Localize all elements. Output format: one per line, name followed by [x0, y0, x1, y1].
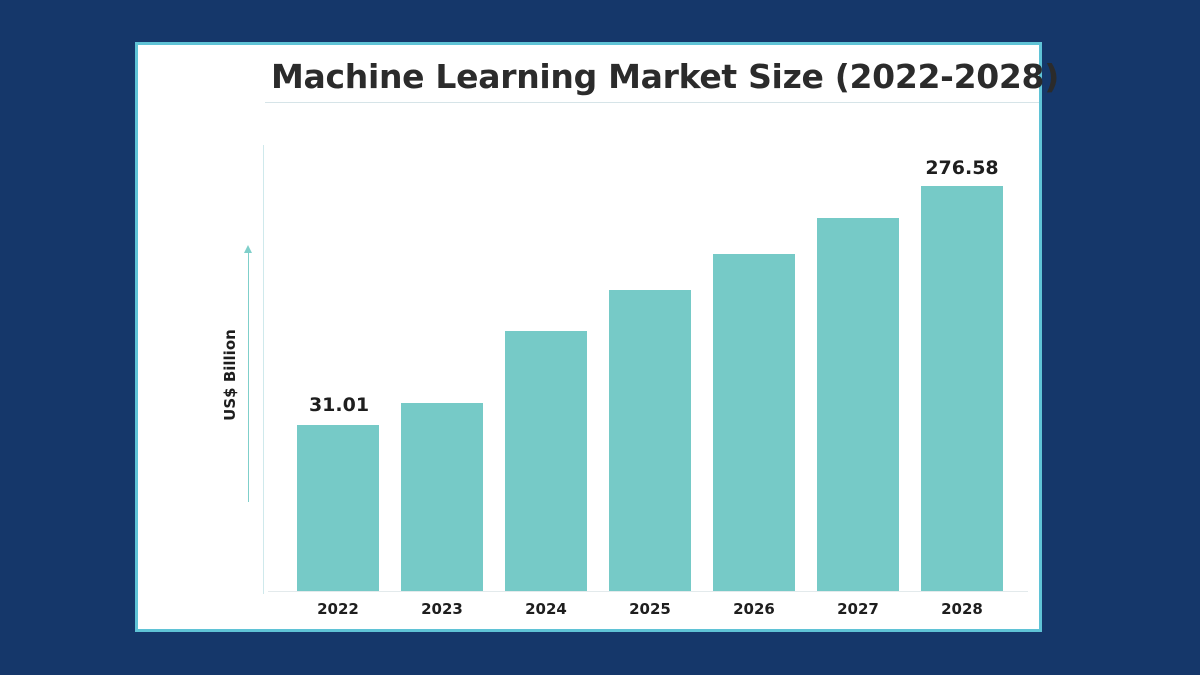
bar-2026: [713, 254, 795, 591]
chart-title: Machine Learning Market Size (2022-2028): [271, 57, 1059, 96]
x-tick-2026: 2026: [733, 600, 775, 618]
bar-2024: [505, 331, 587, 591]
x-tick-2022: 2022: [317, 600, 359, 618]
y-arrow-shaft: [248, 252, 249, 502]
bar-2028: [921, 186, 1003, 591]
arrow-up-icon: [244, 245, 252, 253]
x-tick-2023: 2023: [421, 600, 463, 618]
x-tick-2028: 2028: [941, 600, 983, 618]
bar-value-2022: 31.01: [308, 394, 370, 416]
bar-2027: [817, 218, 899, 591]
x-tick-2024: 2024: [525, 600, 567, 618]
x-tick-2025: 2025: [629, 600, 671, 618]
chart-card: Machine Learning Market Size (2022-2028)…: [135, 42, 1059, 632]
bar-value-2028: 276.58: [925, 157, 999, 179]
bar-2025: [609, 290, 691, 591]
y-axis-label: US$ Billion: [221, 329, 239, 421]
bar-2022: [297, 425, 379, 591]
x-axis-line: [268, 591, 1028, 592]
y-axis-line: [263, 145, 264, 594]
title-divider: [265, 102, 1039, 103]
bar-2023: [401, 403, 483, 591]
x-tick-2027: 2027: [837, 600, 879, 618]
